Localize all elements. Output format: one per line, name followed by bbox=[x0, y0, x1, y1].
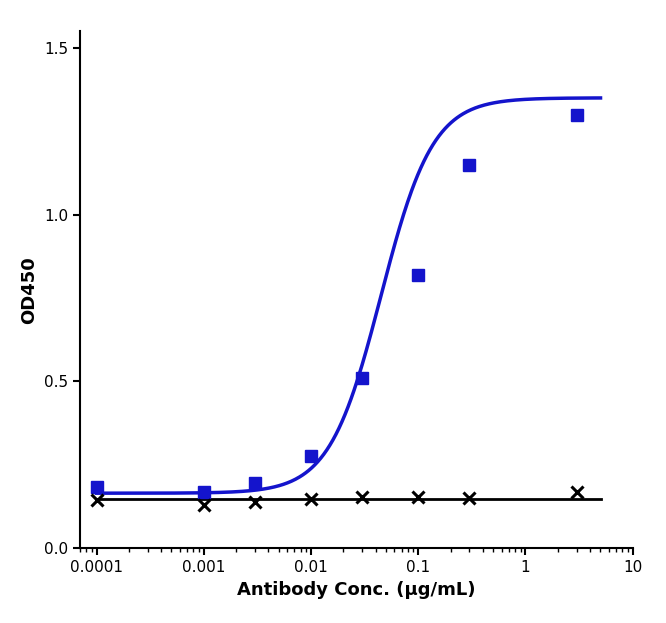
X-axis label: Antibody Conc. (μg/mL): Antibody Conc. (μg/mL) bbox=[237, 581, 476, 599]
Y-axis label: OD450: OD450 bbox=[21, 256, 39, 323]
